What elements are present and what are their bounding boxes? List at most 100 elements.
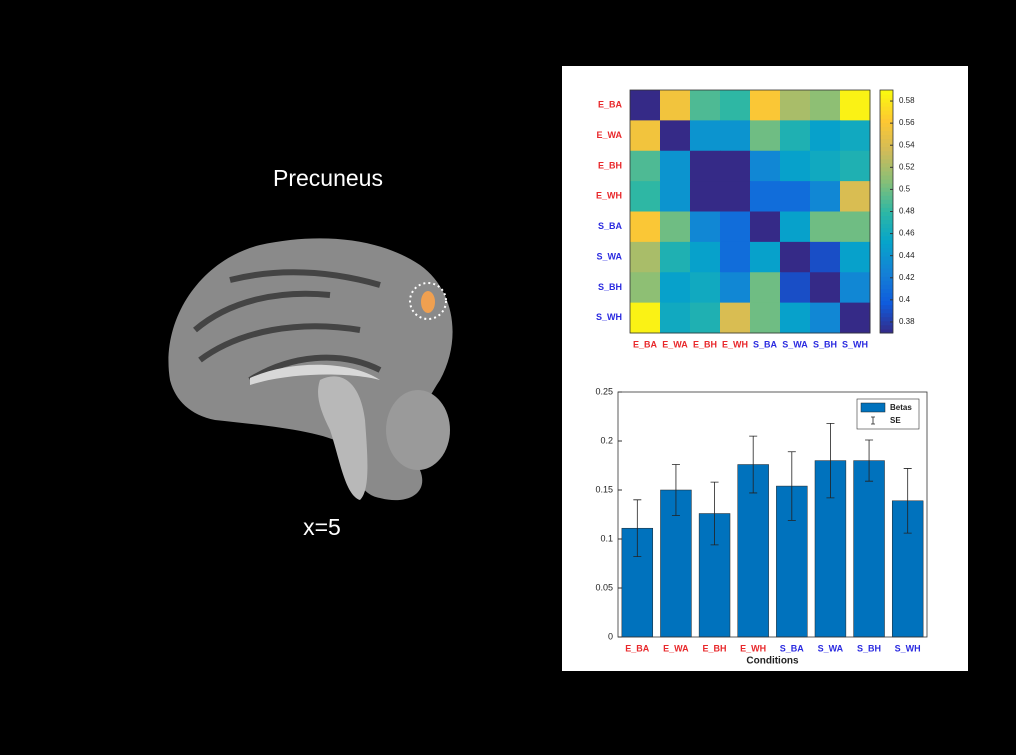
heatmap-cell [660,151,691,182]
heatmap-cell [840,90,871,121]
roi-activation [421,291,435,313]
legend-label: Betas [890,403,912,412]
colorbar-step [880,203,893,208]
y-tick-label: S_WA [596,251,622,261]
colorbar-step [880,240,893,245]
heatmap-cell [750,242,781,273]
y-tick-label: S_BH [598,282,622,292]
colorbar-step [880,325,893,330]
heatmap-cell [660,303,691,334]
colorbar-step [880,288,893,293]
colorbar-tick-label: 0.5 [899,185,911,194]
colorbar-step [880,135,893,140]
colorbar-step [880,248,893,253]
heatmap-cell [810,272,841,303]
heatmap-cell [840,212,871,243]
colorbar-step [880,159,893,164]
colorbar-step [880,228,893,233]
y-tick-label: E_WA [596,130,622,140]
heatmap-cell [690,120,721,151]
heatmap-cell [840,272,871,303]
heatmap-cell [750,120,781,151]
heatmap-cell [690,212,721,243]
x-tick-label: S_WH [842,339,868,349]
colorbar-step [880,301,893,306]
colorbar-step [880,114,893,119]
legend-label: SE [890,416,901,425]
colorbar-step [880,98,893,103]
x-tick-label: E_WH [740,643,766,653]
heatmap-cell [780,272,811,303]
heatmap-cell [780,242,811,273]
heatmap-cell [780,120,811,151]
heatmap-cell [660,212,691,243]
heatmap-cell [630,151,661,182]
heatmap-cell [750,272,781,303]
colorbar-step [880,90,893,95]
heatmap-cell [840,242,871,273]
heatmap-cell [660,120,691,151]
colorbar-step [880,139,893,144]
heatmap-cell [840,181,871,212]
heatmap-cell [630,120,661,151]
heatmap-cell [690,303,721,334]
colorbar-tick-label: 0.44 [899,251,915,260]
x-tick-label: S_BA [753,339,778,349]
heatmap-cell [810,212,841,243]
heatmap-cell [630,303,661,334]
colorbar-step [880,305,893,310]
colorbar-step [880,110,893,115]
colorbar-step [880,94,893,99]
colorbar-step [880,131,893,136]
colorbar-tick-label: 0.54 [899,140,915,149]
heatmap-cell [690,90,721,121]
colorbar-tick-label: 0.56 [899,118,915,127]
colorbar-step [880,244,893,249]
colorbar-tick-label: 0.4 [899,295,911,304]
heatmap-cell [750,181,781,212]
heatmap-cell [660,90,691,121]
heatmap-cell [720,90,751,121]
heatmap-cell [630,181,661,212]
colorbar-step [880,284,893,289]
colorbar-step [880,126,893,131]
colorbar-step [880,309,893,314]
colorbar-step [880,191,893,196]
heatmap-cell [750,151,781,182]
heatmap-cell [810,151,841,182]
cerebellum [386,390,450,470]
colorbar-tick-label: 0.58 [899,96,915,105]
x-tick-label: S_WH [895,643,921,653]
colorbar-step [880,183,893,188]
heatmap-cell [660,242,691,273]
heatmap-cell [750,303,781,334]
y-tick-label: E_WH [596,191,622,201]
heatmap-cell [810,181,841,212]
y-tick-label: E_BA [598,100,623,110]
heatmap-cell [630,242,661,273]
colorbar-step [880,268,893,273]
heatmap-cell [840,120,871,151]
colorbar-step [880,256,893,261]
x-tick-label: E_BA [625,643,650,653]
colorbar-step [880,147,893,152]
colorbar-step [880,163,893,168]
heatmap-cell [630,212,661,243]
colorbar-tick-label: 0.48 [899,207,915,216]
colorbar-step [880,260,893,265]
colorbar-tick-label: 0.38 [899,317,915,326]
colorbar-step [880,102,893,107]
heatmap-cell [810,90,841,121]
slide-caption: x=5 [303,514,341,540]
bar [854,461,885,637]
heatmap-cell [780,90,811,121]
colorbar-step [880,317,893,322]
page: Precuneus x=5 E_BAE_BAE_WAE_WAE_BHE_BHE_… [0,0,1016,755]
x-tick-label: E_BH [693,339,717,349]
heatmap-cell [720,272,751,303]
colorbar-step [880,151,893,156]
heatmap-cell [720,181,751,212]
y-tick-label: 0.25 [595,386,613,396]
colorbar-step [880,280,893,285]
colorbar-tick-label: 0.46 [899,229,915,238]
